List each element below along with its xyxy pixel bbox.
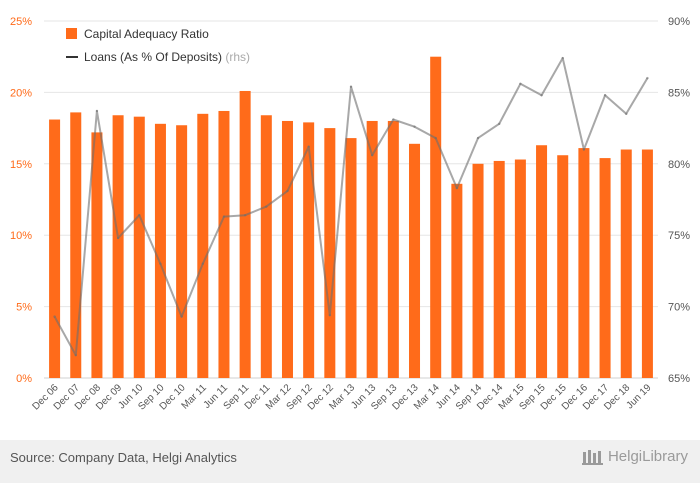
bar (218, 110, 230, 379)
line-point (53, 315, 56, 318)
line-point (138, 214, 141, 217)
left-tick-label: 20% (10, 87, 32, 99)
bar (49, 119, 61, 379)
bar (599, 158, 611, 378)
source-text: Source: Company Data, Helgi Analytics (10, 450, 237, 465)
line-point (116, 236, 120, 240)
line-series (53, 56, 649, 357)
line-point (392, 118, 395, 121)
left-tick-label: 10% (10, 230, 32, 242)
line-point (476, 136, 480, 140)
legend-label-line: Loans (As % Of Deposits) (rhs) (84, 50, 250, 64)
line-point (540, 94, 543, 97)
right-tick-label: 65% (668, 373, 690, 385)
legend: Capital Adequacy Ratio Loans (As % Of Dep… (66, 27, 250, 64)
bar (641, 149, 653, 378)
line-point (498, 122, 501, 126)
line-point (265, 205, 268, 208)
line-point (349, 85, 353, 88)
bar (620, 149, 632, 378)
left-tick-label: 25% (10, 16, 32, 28)
bar (514, 159, 526, 378)
left-tick-label: 15% (10, 159, 32, 171)
bar (430, 56, 442, 378)
right-tick-label: 90% (668, 16, 690, 28)
brand-name: HelgiLibrary (607, 448, 688, 465)
legend-label-rhs: (rhs) (225, 50, 250, 64)
right-tick-label: 85% (668, 87, 690, 99)
line-point (307, 145, 310, 148)
bar (260, 115, 272, 379)
legend-swatch-bar (66, 28, 77, 39)
bar (197, 113, 209, 378)
bar (345, 138, 357, 378)
line-point (603, 94, 607, 97)
bar (557, 155, 569, 378)
bar (133, 116, 145, 379)
line-point (625, 112, 628, 116)
bar (324, 128, 336, 378)
bar (281, 120, 293, 379)
line-point (243, 214, 247, 217)
line-point (519, 82, 522, 86)
line-point (646, 76, 649, 80)
legend-label-bar: Capital Adequacy Ratio (84, 27, 209, 41)
line-point (286, 189, 289, 193)
chart-svg: 0% 5% 10% 15% 20% 25% 65% 70% 75% 80% 85% 90% Dec … (10, 16, 690, 413)
line-point (434, 136, 437, 140)
right-tick-label: 75% (668, 230, 690, 242)
line-point (180, 315, 183, 318)
right-tick-label: 70% (668, 302, 690, 314)
bar (472, 163, 484, 378)
bar (70, 112, 82, 378)
x-tick-label: Jun 19 (625, 382, 654, 411)
bar (451, 183, 463, 378)
line-point (370, 154, 374, 157)
bar (303, 122, 315, 378)
bar (154, 123, 166, 378)
bar (387, 120, 399, 379)
bar (366, 120, 378, 379)
brand-logo: HelgiLibrary (581, 448, 688, 465)
right-tick-label: 80% (668, 159, 690, 171)
line-point (74, 353, 77, 357)
bar (112, 115, 124, 379)
line-point (159, 262, 162, 265)
line-point (413, 125, 416, 128)
bar-series (49, 56, 653, 379)
line-point (328, 313, 332, 317)
line-point (582, 148, 586, 151)
bar (239, 90, 251, 379)
bar (91, 132, 103, 378)
line-point (201, 262, 204, 265)
bar (176, 125, 188, 378)
left-axis-ticks: 0% 5% 10% 15% 20% 25% (10, 16, 32, 385)
line-point (455, 186, 459, 190)
bar (536, 145, 548, 378)
left-tick-label: 5% (16, 302, 32, 314)
bar (493, 160, 505, 378)
line-point (561, 56, 564, 60)
library-icon (581, 449, 603, 465)
bar (578, 148, 590, 378)
bar (409, 143, 421, 378)
right-axis-ticks: 65% 70% 75% 80% 85% 90% (668, 16, 690, 385)
line-point (222, 215, 226, 218)
line-point (95, 109, 99, 113)
left-tick-label: 0% (16, 373, 32, 385)
